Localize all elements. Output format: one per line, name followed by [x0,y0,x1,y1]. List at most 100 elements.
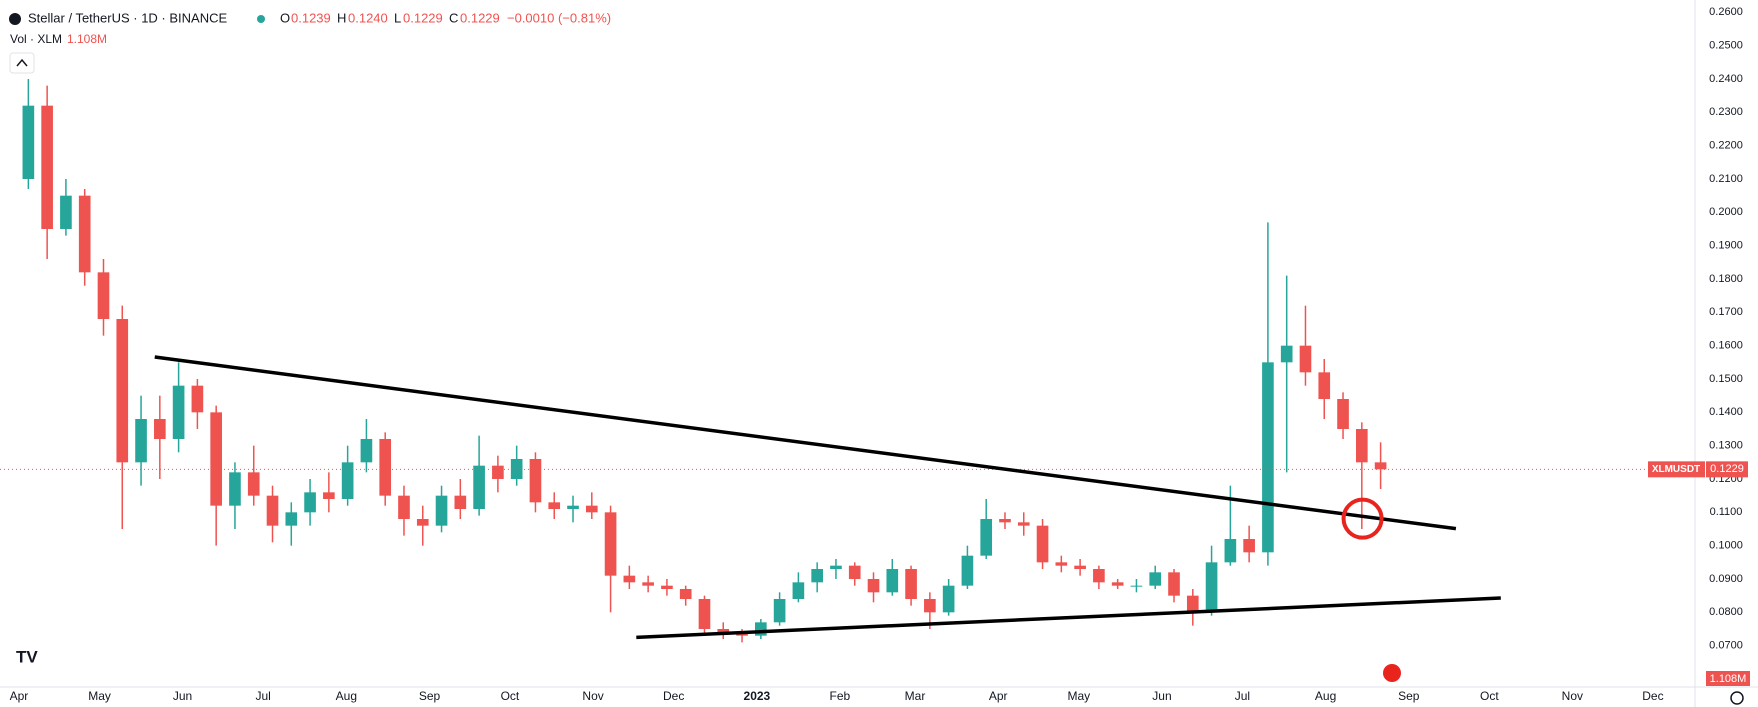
y-tick-label: 0.1300 [1709,440,1743,452]
y-tick-label: 0.1700 [1709,306,1743,318]
x-tick-label: Sep [419,689,441,703]
y-tick-label: 0.2600 [1709,6,1743,18]
x-tick-label: Nov [582,689,603,703]
candle-body [567,505,579,509]
candle-body [1186,595,1199,613]
x-tick-label: Aug [1315,689,1336,703]
x-tick-label: Mar [905,689,926,703]
x-tick-label: Jul [1235,689,1250,703]
candle-body [398,495,410,519]
tv-logo[interactable]: TV [16,647,38,666]
market-status [257,15,265,23]
candle-body [360,439,373,463]
candle-body [454,495,467,509]
candle-body [97,272,110,319]
candle-body [78,195,91,273]
candle-body [341,462,354,499]
symbol-title[interactable]: Stellar / TetherUS · 1D · BINANCE [28,10,227,25]
candle-body [1337,399,1349,429]
x-tick-label: Jun [173,689,192,703]
candle-body [529,459,542,503]
candle-body [604,512,617,576]
settings-icon[interactable] [1730,691,1744,705]
change: −0.0010 (−0.81%) [507,10,611,25]
y-tick-label: 0.1600 [1709,340,1743,352]
y-tick-label: 0.1500 [1709,373,1743,385]
y-tick-label: 0.2000 [1709,206,1743,218]
y-tick-label: 0.0900 [1709,573,1743,585]
y-tick-label: 0.1400 [1709,406,1743,418]
candle-body [416,519,429,526]
candle-body [848,565,861,579]
highlight-circle [1341,497,1384,540]
candle-body [942,585,955,613]
candle-body [266,495,279,526]
y-tick-label: 0.2100 [1709,173,1743,185]
volume-label: Vol · XLM [10,32,62,46]
candle-body [1299,345,1312,373]
candle-body [1168,572,1180,596]
candle-body [154,419,166,439]
candle-body [247,472,260,496]
ohlc-value: 0.1229 [403,10,443,25]
candle-body [1280,345,1293,363]
y-tick-label: 0.2400 [1709,73,1743,85]
candle-body [999,519,1011,523]
candle-body [172,385,185,439]
x-tick-label: Apr [989,689,1008,703]
x-tick-label: Nov [1562,689,1583,703]
x-tick-label: Jul [255,689,270,703]
candle-body [1093,569,1105,583]
candle-body [661,585,673,589]
candle-body [905,569,917,599]
candle-body [1224,539,1237,563]
candle-body [285,512,298,526]
event-icon[interactable] [1383,664,1401,682]
candle-body [1055,562,1068,566]
y-tick-label: 0.1100 [1710,506,1743,518]
candle-body [210,412,222,506]
candle-body [623,575,636,583]
x-tick-label: Oct [1480,689,1499,703]
last-price-tag: 0.1229 [1710,463,1744,475]
y-tick-label: 0.1800 [1709,273,1743,285]
candle-body [304,492,316,513]
collapse-button[interactable] [9,52,35,74]
plot-area [0,79,1695,643]
volume-value: 1.108M [67,32,107,46]
volume-tag-bg [1706,671,1750,686]
candle-body [473,465,485,509]
y-tick-label: 0.2200 [1709,140,1743,152]
collapse-icon [16,58,28,67]
candle-body [642,582,654,586]
candle-body [755,622,767,636]
x-tick-label: Feb [830,689,851,703]
candle-body [811,569,823,583]
candle-body [886,569,899,593]
ohlc-value: 0.1229 [460,10,500,25]
x-tick-label: Apr [10,689,29,703]
candle-body [323,492,335,499]
candle-body [1205,562,1218,613]
ohlc-label: C [449,10,458,25]
candle-body [229,472,241,506]
symbol-tag: XLMUSDT [1652,464,1700,475]
ohlc-label: H [337,10,346,25]
candle-body [1111,582,1124,586]
symbol-icon[interactable] [9,13,21,25]
ohlc-value: 0.1240 [348,10,388,25]
candle-body [191,385,204,413]
candle-body [792,582,805,599]
candle-body [1074,565,1086,569]
symbol-tag-bg [1648,461,1705,478]
candle-body [698,599,711,629]
candle-body [379,439,392,496]
x-tick-label: 2023 [744,689,771,703]
candle-body [1017,522,1030,526]
x-tick-label: Jun [1152,689,1171,703]
y-tick-label: 0.1900 [1709,240,1743,252]
candle-body [1374,462,1387,470]
